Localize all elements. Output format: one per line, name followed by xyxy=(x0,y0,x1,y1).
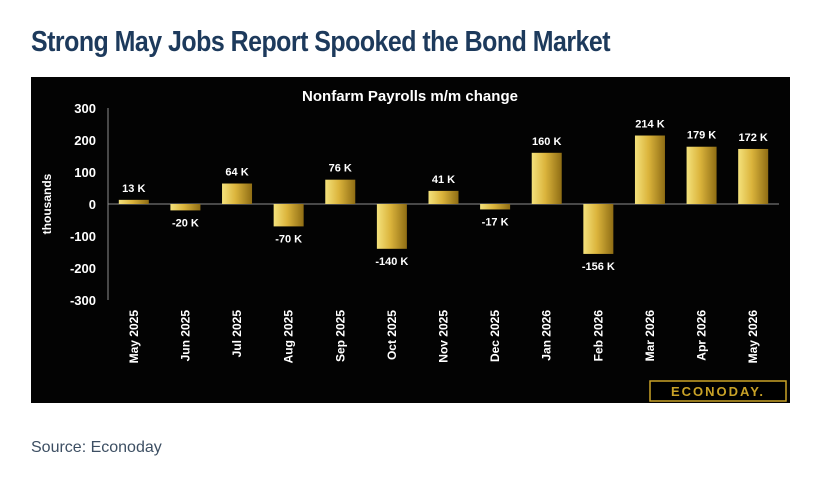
y-tick-labels: 300 200 100 0 -100 -200 -300 xyxy=(70,101,96,308)
data-label: -70 K xyxy=(275,233,302,245)
x-tick-label: Jun 2025 xyxy=(178,310,192,362)
x-tick-label: May 2025 xyxy=(127,310,141,364)
chart-title: Nonfarm Payrolls m/m change xyxy=(302,88,518,105)
y-tick-label: 0 xyxy=(89,197,96,212)
bar xyxy=(686,146,717,204)
bar xyxy=(273,204,304,227)
x-tick-label: Dec 2025 xyxy=(488,310,502,362)
x-tick-label: Jan 2026 xyxy=(540,310,554,361)
bar xyxy=(428,190,459,204)
bar xyxy=(376,204,407,249)
bar xyxy=(170,204,201,211)
data-label: 172 K xyxy=(739,132,768,144)
y-tick-label: 200 xyxy=(74,133,96,148)
econoday-logo-text: ECONODAY. xyxy=(671,384,765,399)
bar xyxy=(222,183,253,204)
x-tick-label: Mar 2026 xyxy=(643,310,657,362)
data-label: 160 K xyxy=(532,136,561,148)
bar xyxy=(738,148,769,204)
payrolls-bar-chart: Nonfarm Payrolls m/m change thousands 30… xyxy=(40,88,787,402)
x-tick-label: Apr 2026 xyxy=(695,310,709,361)
x-tick-label: Nov 2025 xyxy=(437,310,451,363)
y-tick-label: 300 xyxy=(74,101,96,116)
data-label: 76 K xyxy=(329,163,352,175)
page-headline: Strong May Jobs Report Spooked the Bond … xyxy=(31,26,611,58)
econoday-logo: ECONODAY. xyxy=(649,380,787,402)
bar xyxy=(480,204,511,210)
bar xyxy=(634,135,665,204)
x-tick-label: Feb 2026 xyxy=(591,310,605,362)
bar xyxy=(118,199,149,204)
data-label: -20 K xyxy=(172,217,199,229)
x-tick-label: Oct 2025 xyxy=(385,310,399,360)
x-tick-label: Jul 2025 xyxy=(230,310,244,358)
bar xyxy=(325,179,356,204)
data-label: 13 K xyxy=(122,183,145,195)
data-label: 64 K xyxy=(225,167,248,179)
data-label: -156 K xyxy=(582,261,615,273)
data-label: -140 K xyxy=(375,256,408,268)
bars-group xyxy=(118,135,769,254)
x-tick-labels: May 2025 Jun 2025 Jul 2025 Aug 2025 Sep 2025… xyxy=(127,310,760,364)
y-axis-label: thousands xyxy=(40,173,54,234)
y-tick-label: 100 xyxy=(74,165,96,180)
data-label: 41 K xyxy=(432,174,455,186)
data-label: 214 K xyxy=(635,119,664,131)
data-labels-group: 13 K -20 K 64 K -70 K 76 K -140 K 41 K -17 K 160… xyxy=(122,119,768,273)
data-label: 179 K xyxy=(687,130,716,142)
bar xyxy=(583,204,614,254)
chart-panel: Nonfarm Payrolls m/m change thousands 30… xyxy=(31,77,790,403)
x-tick-label: Aug 2025 xyxy=(282,310,296,364)
bar xyxy=(531,152,562,204)
source-note: Source: Econoday xyxy=(31,439,162,456)
data-label: -17 K xyxy=(482,216,509,228)
y-tick-label: -200 xyxy=(70,261,96,276)
x-tick-label: May 2026 xyxy=(746,310,760,364)
y-tick-label: -100 xyxy=(70,229,96,244)
y-tick-label: -300 xyxy=(70,293,96,308)
x-tick-label: Sep 2025 xyxy=(333,310,347,362)
